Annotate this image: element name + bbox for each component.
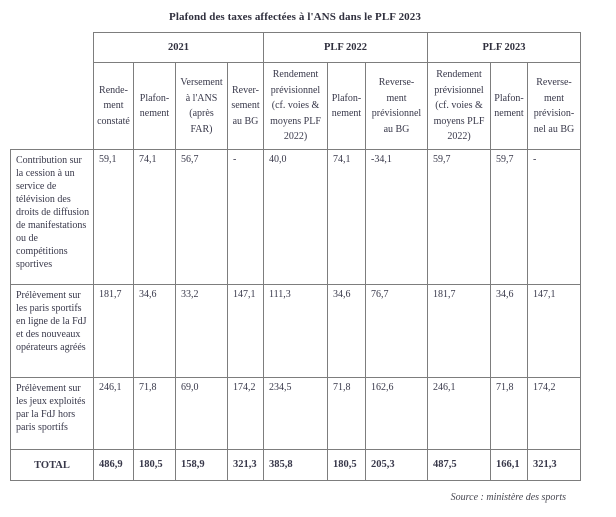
cell-value: 246,1 xyxy=(427,377,491,450)
cell-value: 56,7 xyxy=(175,149,228,285)
table-title: Plafond des taxes affectées à l'ANS dans… xyxy=(169,11,421,23)
column-header-9: Plafon- nement xyxy=(490,62,528,150)
column-header-6: Plafon- nement xyxy=(327,62,366,150)
group-header-2021: 2021 xyxy=(93,32,264,63)
column-header-8: Rendement prévisionnel (cf. voies & moye… xyxy=(427,62,491,150)
total-cell-value: 180,5 xyxy=(327,449,366,481)
document-page: Plafond des taxes affectées à l'ANS dans… xyxy=(10,0,581,503)
cell-value: 34,6 xyxy=(327,284,366,378)
total-row: TOTAL 486,9 180,5 158,9 321,3 385,8 180,5 205,3… xyxy=(10,449,581,481)
cell-value: - xyxy=(527,149,581,285)
cell-value: 71,8 xyxy=(133,377,176,450)
cell-value: 59,7 xyxy=(490,149,528,285)
group-header-plf-2022: PLF 2022 xyxy=(263,32,428,63)
tax-ceiling-table: 2021 PLF 2022 PLF 2023 Rende- ment const… xyxy=(10,32,581,481)
cell-value: - xyxy=(227,149,264,285)
year-group-header-row: 2021 PLF 2022 PLF 2023 xyxy=(10,32,581,63)
column-header-row: Rende- ment constaté Plafon- nement Versem… xyxy=(10,62,581,150)
row-label: Prélèvement sur les paris sportifs en li… xyxy=(10,284,94,378)
column-header-5: Rendement prévisionnel (cf. voies & moye… xyxy=(263,62,328,150)
corner-spacer xyxy=(10,62,94,150)
total-cell-value: 321,3 xyxy=(527,449,581,481)
total-label: TOTAL xyxy=(10,449,94,481)
total-cell-value: 166,1 xyxy=(490,449,528,481)
column-header-1: Rende- ment constaté xyxy=(93,62,134,150)
cell-value: 74,1 xyxy=(133,149,176,285)
cell-value: 147,1 xyxy=(227,284,264,378)
total-cell-value: 321,3 xyxy=(227,449,264,481)
cell-value: 59,1 xyxy=(93,149,134,285)
cell-value: 33,2 xyxy=(175,284,228,378)
cell-value: 59,7 xyxy=(427,149,491,285)
group-header-plf-2023: PLF 2023 xyxy=(427,32,581,63)
table-row-2: Prélèvement sur les paris sportifs en li… xyxy=(10,284,581,378)
total-cell-value: 487,5 xyxy=(427,449,491,481)
column-header-2: Plafon- nement xyxy=(133,62,176,150)
cell-value: 181,7 xyxy=(427,284,491,378)
table-row-1: Contribution sur la cession à un service… xyxy=(10,149,581,285)
total-cell-value: 205,3 xyxy=(365,449,428,481)
column-header-3: Versement à l'ANS (après FAR) xyxy=(175,62,228,150)
cell-value: 181,7 xyxy=(93,284,134,378)
row-label: Contribution sur la cession à un service… xyxy=(10,149,94,285)
total-cell-value: 385,8 xyxy=(263,449,328,481)
cell-value: 74,1 xyxy=(327,149,366,285)
cell-value: 34,6 xyxy=(133,284,176,378)
cell-value: 147,1 xyxy=(527,284,581,378)
table-row-3: Prélèvement sur les jeux exploités par l… xyxy=(10,377,581,450)
cell-value: 111,3 xyxy=(263,284,328,378)
cell-value: 34,6 xyxy=(490,284,528,378)
column-header-4: Rever- sement au BG xyxy=(227,62,264,150)
total-cell-value: 486,9 xyxy=(93,449,134,481)
cell-value: 234,5 xyxy=(263,377,328,450)
cell-value: 246,1 xyxy=(93,377,134,450)
cell-value: -34,1 xyxy=(365,149,428,285)
cell-value: 40,0 xyxy=(263,149,328,285)
cell-value: 174,2 xyxy=(227,377,264,450)
corner-spacer xyxy=(10,32,94,63)
row-label: Prélèvement sur les jeux exploités par l… xyxy=(10,377,94,450)
column-header-7: Reverse- ment prévisionnel au BG xyxy=(365,62,428,150)
cell-value: 71,8 xyxy=(327,377,366,450)
cell-value: 71,8 xyxy=(490,377,528,450)
cell-value: 162,6 xyxy=(365,377,428,450)
column-header-10: Reverse- ment prévision- nel au BG xyxy=(527,62,581,150)
total-cell-value: 180,5 xyxy=(133,449,176,481)
cell-value: 69,0 xyxy=(175,377,228,450)
cell-value: 76,7 xyxy=(365,284,428,378)
cell-value: 174,2 xyxy=(527,377,581,450)
source-note: Source : ministère des sports xyxy=(450,492,566,503)
total-cell-value: 158,9 xyxy=(175,449,228,481)
